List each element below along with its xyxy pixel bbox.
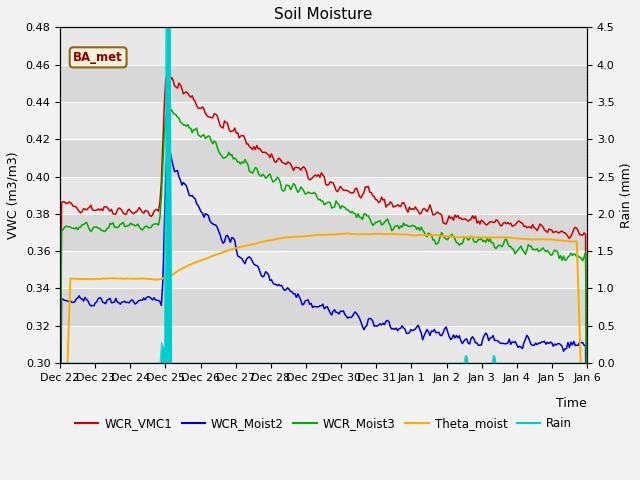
Bar — [60, 214, 587, 251]
Bar — [60, 139, 587, 177]
Bar — [60, 326, 587, 363]
Bar — [60, 177, 587, 214]
Bar — [60, 27, 587, 65]
Title: Soil Moisture: Soil Moisture — [275, 7, 372, 22]
Y-axis label: VWC (m3/m3): VWC (m3/m3) — [7, 151, 20, 239]
Y-axis label: Rain (mm): Rain (mm) — [620, 162, 633, 228]
Legend: WCR_VMC1, WCR_Moist2, WCR_Moist3, Theta_moist, Rain: WCR_VMC1, WCR_Moist2, WCR_Moist3, Theta_… — [70, 413, 577, 435]
Bar — [60, 251, 587, 288]
Text: BA_met: BA_met — [73, 51, 123, 64]
Bar — [60, 288, 587, 326]
Text: Time: Time — [556, 396, 587, 409]
Bar — [60, 102, 587, 139]
Bar — [60, 65, 587, 102]
